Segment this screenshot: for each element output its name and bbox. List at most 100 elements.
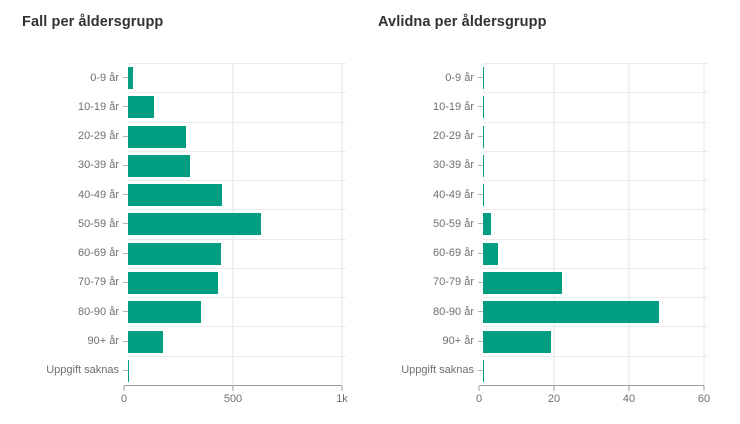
chart-row: 30-39 år: [0, 150, 370, 180]
y-tick: [478, 369, 483, 371]
chart-row: Uppgift saknas: [0, 355, 370, 385]
category-label: 40-49 år: [433, 188, 474, 201]
bar[interactable]: [128, 96, 155, 119]
chart-plot-area: 0-9 år 10-19 år 20-29 år 30-39 år 40-49 år 50…: [0, 63, 370, 385]
y-tick: [123, 106, 128, 108]
row-plot: [128, 355, 346, 385]
chart-row: 90+ år: [0, 326, 370, 355]
category-label: 40-49 år: [78, 188, 119, 201]
row-plot: [483, 267, 708, 297]
row-plot: [483, 150, 708, 180]
row-plot: [128, 326, 346, 355]
x-axis-labels: 0 20 40 60: [475, 393, 710, 409]
bar[interactable]: [128, 242, 221, 265]
y-tick: [478, 252, 483, 254]
chart-row: 20-29 år: [0, 121, 370, 151]
chart-deaths: 0-9 år 10-19 år 20-29 år 30-39 år 40-49 år 50…: [370, 63, 740, 409]
category-label: 10-19 år: [433, 100, 474, 113]
category-label: 0-9 år: [445, 71, 474, 84]
bar[interactable]: [483, 359, 484, 382]
chart-row: 10-19 år: [370, 92, 740, 121]
category-label: 50-59 år: [78, 217, 119, 230]
row-plot: [128, 267, 346, 297]
chart-panel-cases: Fall per åldersgrupp 0-9 år 10-19 år 20-29…: [0, 14, 370, 409]
y-tick: [123, 252, 128, 254]
y-tick: [123, 311, 128, 313]
y-tick: [478, 135, 483, 137]
category-label: 30-39 år: [433, 159, 474, 172]
chart-row: 60-69 år: [370, 238, 740, 268]
category-label: 60-69 år: [433, 247, 474, 260]
x-tick: [123, 386, 125, 391]
bar[interactable]: [128, 213, 261, 236]
chart-row: 90+ år: [370, 326, 740, 355]
x-tick-label: 0: [120, 393, 128, 405]
chart-row: 20-29 år: [370, 121, 740, 151]
gridline: [703, 63, 705, 385]
category-label: 0-9 år: [90, 71, 119, 84]
x-tick-label: 500: [223, 393, 243, 405]
chart-row: 30-39 år: [370, 150, 740, 180]
y-tick: [123, 281, 128, 283]
row-plot: [483, 121, 708, 151]
gridline: [628, 63, 630, 385]
bar[interactable]: [128, 271, 219, 294]
category-label: 70-79 år: [433, 276, 474, 289]
row-plot: [128, 297, 346, 326]
y-tick: [478, 223, 483, 225]
y-tick: [123, 223, 128, 225]
bar[interactable]: [128, 301, 202, 324]
gridlines: [479, 63, 705, 385]
bar[interactable]: [483, 96, 484, 119]
bar[interactable]: [128, 330, 163, 353]
x-tick: [553, 386, 555, 391]
x-tick: [478, 386, 480, 391]
category-label: 90+ år: [442, 335, 475, 348]
bar[interactable]: [128, 67, 134, 90]
y-tick: [478, 281, 483, 283]
y-tick: [123, 77, 128, 79]
bar[interactable]: [483, 125, 484, 148]
bar[interactable]: [128, 125, 186, 148]
bar[interactable]: [128, 154, 191, 177]
bar[interactable]: [483, 154, 484, 177]
bar[interactable]: [128, 184, 222, 207]
x-tick-label: 0: [475, 393, 483, 405]
row-plot: [128, 92, 346, 121]
row-plot: [128, 209, 346, 238]
row-plot: [483, 63, 708, 92]
chart-row: 40-49 år: [370, 180, 740, 209]
gridline: [553, 63, 555, 385]
y-tick: [478, 77, 483, 79]
chart-panel-deaths: Avlidna per åldersgrupp 0-9 år 10-19 år 20…: [370, 0, 740, 424]
bar[interactable]: [483, 184, 484, 207]
gridline: [341, 63, 343, 385]
x-tick: [628, 386, 630, 391]
chart-row: 40-49 år: [0, 180, 370, 209]
chart-row: 80-90 år: [0, 297, 370, 326]
y-tick: [123, 164, 128, 166]
row-plot: [128, 121, 346, 151]
category-label: 50-59 år: [433, 217, 474, 230]
row-plot: [483, 297, 708, 326]
y-tick: [123, 340, 128, 342]
x-tick-label: 1k: [336, 393, 348, 405]
category-label: 80-90 år: [433, 305, 474, 318]
row-plot: [483, 180, 708, 209]
bar[interactable]: [483, 213, 491, 236]
bar[interactable]: [483, 271, 562, 294]
bar[interactable]: [128, 359, 130, 382]
row-plot: [483, 92, 708, 121]
chart-row: Uppgift saknas: [370, 355, 740, 385]
y-tick: [123, 194, 128, 196]
chart-plot-area: 0-9 år 10-19 år 20-29 år 30-39 år 40-49 år 50…: [370, 63, 740, 385]
x-axis-labels: 0 500 1k: [120, 393, 348, 409]
row-plot: [128, 150, 346, 180]
bar[interactable]: [483, 330, 551, 353]
row-plot: [483, 355, 708, 385]
chart-row: 70-79 år: [370, 267, 740, 297]
bar[interactable]: [483, 242, 498, 265]
bar[interactable]: [483, 67, 484, 90]
bar[interactable]: [483, 301, 660, 324]
